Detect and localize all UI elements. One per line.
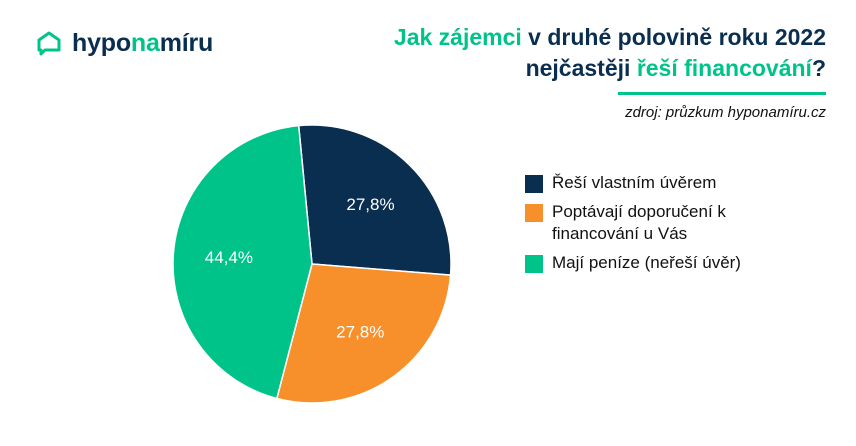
pie-slice-2 <box>275 263 452 404</box>
brand-wordmark: hyponamíru <box>72 28 214 57</box>
pie-slice-label-1: 27,8% <box>346 195 394 214</box>
legend-label: Poptávají doporučení k financování u Vás <box>552 202 726 243</box>
pie-slice-label-2: 27,8% <box>336 322 384 341</box>
legend-label: Mají peníze (neřeší úvěr) <box>552 253 741 272</box>
pie-slice-label-3: 44,4% <box>205 248 253 267</box>
pie-chart: 27,8% 27,8% 44,4% <box>172 124 452 404</box>
legend-label: Řeší vlastním úvěrem <box>552 173 717 192</box>
legend-swatch <box>525 204 543 222</box>
pie-slice-3 <box>172 124 313 400</box>
chart-legend: Řeší vlastním úvěrem Poptávají doporučení… <box>525 172 785 281</box>
legend-item-3: Mají peníze (neřeší úvěr) <box>525 252 785 274</box>
legend-item-2: Poptávají doporučení k financování u Vás <box>525 201 785 245</box>
brand-logo: hyponamíru <box>36 28 213 58</box>
home-chat-icon <box>37 31 61 56</box>
legend-swatch <box>525 255 543 273</box>
title-underline <box>618 92 826 95</box>
pie-slice-1 <box>297 124 452 276</box>
source-note: zdroj: průzkum hyponamíru.cz <box>625 104 826 121</box>
chart-title: Jak zájemci v druhé polovině roku 2022 n… <box>393 24 826 81</box>
legend-item-1: Řeší vlastním úvěrem <box>525 172 785 194</box>
legend-swatch <box>525 175 543 193</box>
